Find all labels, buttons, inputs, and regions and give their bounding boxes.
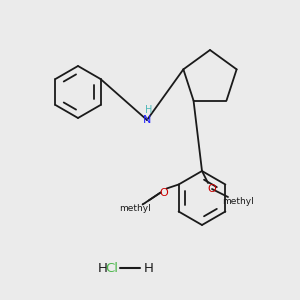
Text: Cl: Cl <box>105 262 118 275</box>
Text: N: N <box>143 115 151 125</box>
Text: H: H <box>144 262 154 275</box>
Text: O: O <box>208 184 216 194</box>
Text: methyl: methyl <box>142 203 146 205</box>
Text: H: H <box>98 262 108 275</box>
Text: methyl: methyl <box>119 204 151 213</box>
Text: O: O <box>159 188 168 197</box>
Text: methyl: methyl <box>222 196 254 206</box>
Text: H: H <box>145 105 153 115</box>
